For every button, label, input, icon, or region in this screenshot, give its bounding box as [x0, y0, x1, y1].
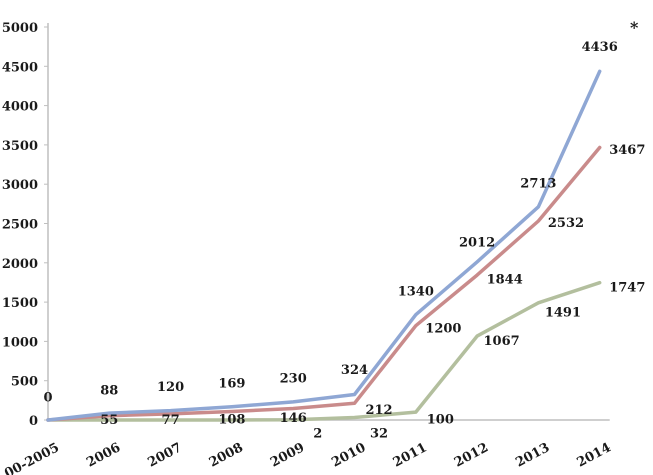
- y-axis: 0 500 1000 1500 2000 2500 3000 3500 4000 4500 5000: [2, 21, 49, 429]
- y-tick-label: 500: [11, 375, 38, 390]
- data-label: 230: [280, 372, 307, 387]
- y-tick-label: 4500: [2, 60, 38, 75]
- x-tick-label: 2007: [145, 440, 184, 470]
- series-line-2: [46, 145, 602, 422]
- y-tick-label: 5000: [2, 21, 38, 36]
- x-tick-label: 2006: [84, 440, 123, 470]
- x-tick-label: 2014: [575, 440, 614, 470]
- x-tick-label: 2013: [513, 440, 552, 470]
- y-tick-label: 4000: [2, 100, 38, 115]
- data-label: 1491: [545, 306, 581, 321]
- y-tick-label: 0: [29, 414, 38, 429]
- y-tick-label: 2000: [2, 257, 38, 272]
- data-label: 212: [365, 403, 392, 418]
- data-label: 120: [157, 380, 184, 395]
- data-label: 1747: [609, 280, 645, 295]
- data-label: 1200: [425, 321, 461, 336]
- data-label: 1067: [484, 334, 520, 349]
- data-label: 324: [341, 363, 368, 378]
- y-tick-label: 1000: [2, 335, 38, 350]
- data-label: 2713: [520, 177, 556, 192]
- x-tick-label: 00-2005: [2, 440, 62, 475]
- data-label: 3467: [609, 143, 645, 158]
- y-tick-label: 2500: [2, 218, 38, 233]
- series-line-1: [46, 69, 602, 422]
- series-lines: [46, 69, 602, 422]
- data-label: 32: [370, 427, 388, 442]
- data-label: 88: [100, 383, 118, 398]
- data-label: 2532: [548, 216, 584, 231]
- data-label: 77: [162, 413, 180, 428]
- x-tick-label: 2009: [268, 440, 307, 470]
- data-label: 0: [43, 390, 52, 405]
- data-labels: 0 88 120 169 230 324 1340 2012 2713 4436 55 77 108 14…: [43, 40, 645, 442]
- data-label: 169: [218, 376, 245, 391]
- y-tick-label: 3500: [2, 139, 38, 154]
- y-tick-label: 3000: [2, 178, 38, 193]
- x-tick-label: 2010: [329, 440, 368, 470]
- data-label: 100: [427, 412, 454, 427]
- x-tick-label: 2012: [452, 440, 491, 470]
- y-tick-label: 1500: [2, 296, 38, 311]
- data-label: 55: [100, 413, 118, 428]
- x-axis: 00-2005 2006 2007 2008 2009 2010 2011 2012 2013 2…: [2, 419, 614, 475]
- data-label: 1844: [487, 273, 523, 288]
- asterisk-annotation: *: [630, 18, 639, 37]
- data-label: 1340: [398, 284, 434, 299]
- series-line-3: [46, 280, 602, 422]
- data-label: 108: [218, 412, 245, 427]
- data-label: 2: [313, 427, 322, 442]
- data-label: 146: [280, 411, 307, 426]
- data-label: 2012: [459, 236, 495, 251]
- x-tick-label: 2011: [391, 440, 430, 470]
- x-tick-label: 2008: [207, 440, 246, 470]
- data-label: 4436: [582, 40, 618, 55]
